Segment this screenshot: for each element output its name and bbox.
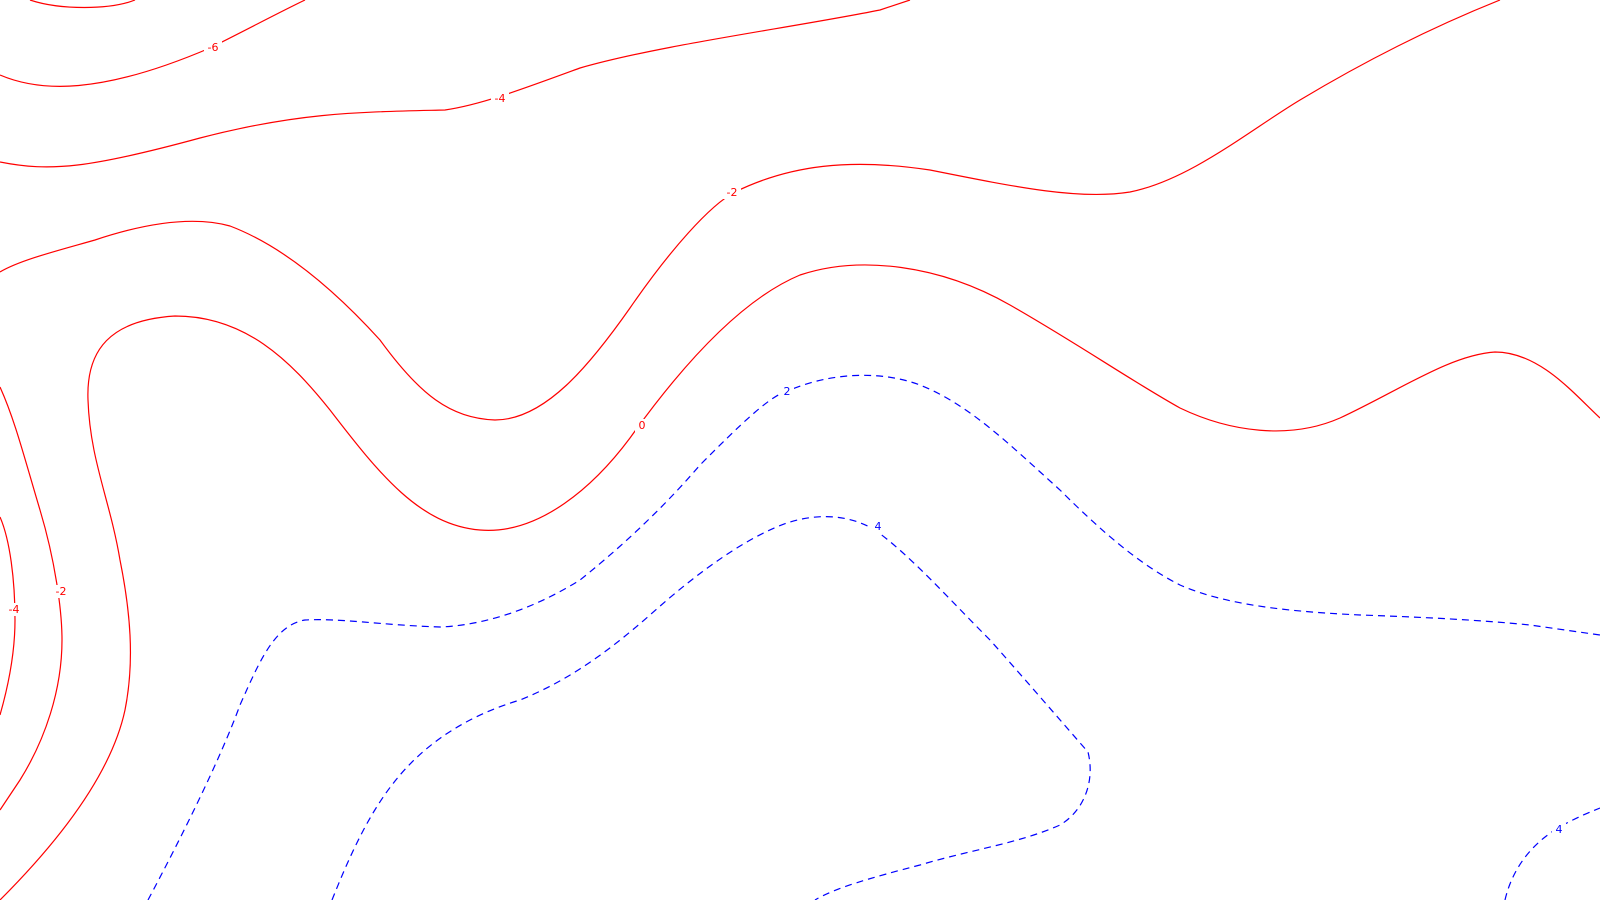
contour-line-pos4-corner (1504, 807, 1600, 900)
contour-label-pos2: 2 (780, 385, 794, 398)
contour-line-neg6 (0, 0, 306, 87)
contour-line-neg4-top (0, 0, 911, 168)
contour-line-neg6-upper (29, 0, 136, 9)
contour-label-text: -2 (56, 585, 67, 598)
contour-line-zero (0, 386, 63, 811)
contour-label-text: -4 (495, 92, 506, 105)
contour-label-text: -2 (727, 186, 738, 199)
contour-label-neg2-top: -2 (723, 186, 741, 199)
contour-label-neg2-left: -2 (52, 585, 70, 598)
contour-label-text: -6 (208, 41, 219, 54)
contour-label-text: 0 (639, 419, 646, 432)
contour-line-pos2 (147, 374, 1600, 900)
contour-label-pos4-corner: 4 (1552, 823, 1566, 836)
contour-label-pos4: 4 (871, 520, 885, 533)
contour-label-text: 4 (1556, 823, 1563, 836)
contour-line-pos4 (331, 516, 1091, 900)
contour-label-text: 2 (784, 385, 791, 398)
contour-label-neg6: -6 (204, 41, 222, 54)
contour-line-neg4-left (0, 516, 16, 716)
contour-label-zero: 0 (635, 419, 649, 432)
contour-line-neg2-top (0, 0, 1501, 421)
contour-line-neg2-left (0, 264, 1600, 900)
contour-label-text: -4 (9, 603, 20, 616)
contour-label-text: 4 (875, 520, 882, 533)
contour-label-neg4-top: -4 (491, 92, 509, 105)
contour-label-neg4-left: -4 (5, 603, 23, 616)
